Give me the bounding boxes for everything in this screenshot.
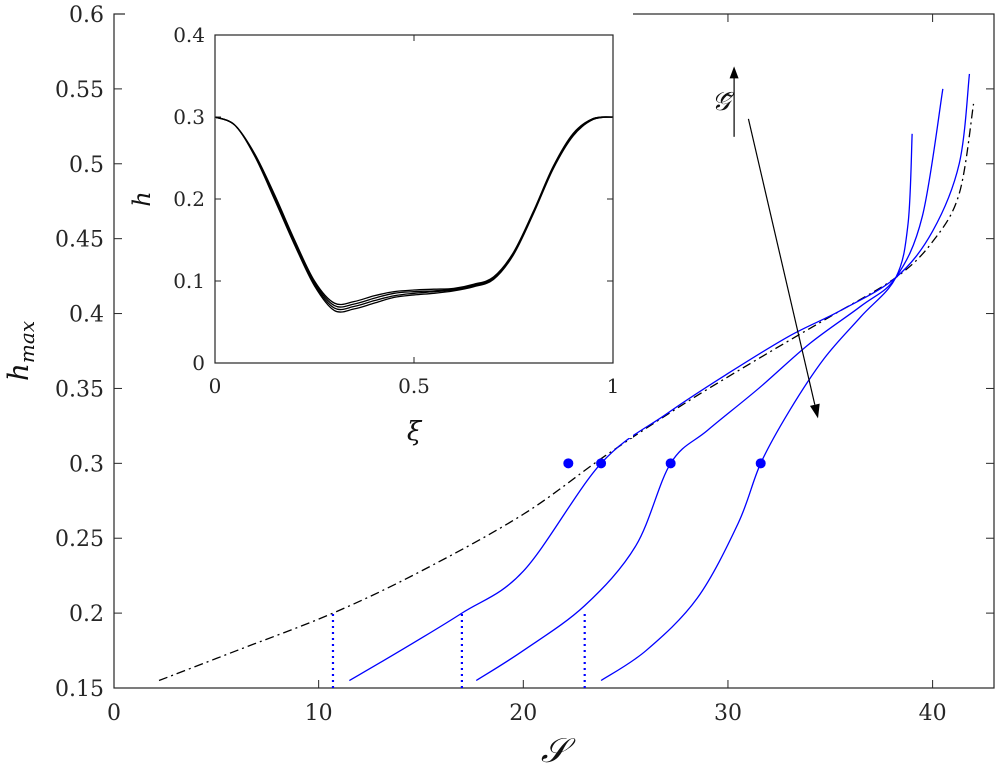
gtilde-arrow-head [809,403,820,419]
main-y-tick-label: 0.3 [69,452,104,477]
main-y-axis-title-base: h [2,363,35,381]
main-y-tick-label: 0.55 [55,78,104,103]
main-y-tick-label: 0.5 [69,153,104,178]
main-y-axis-title-subscript: max [15,321,39,363]
inset-x-axis-ticks: 0 0.5 1 [209,35,620,398]
series-marker-point [596,458,607,469]
inset-x-tick-label: 1 [607,374,620,398]
main-y-tick-label: 0.35 [55,377,104,402]
inset-y-tick-label: 0.2 [173,187,205,211]
series-marker-point [755,458,766,469]
inset-background [125,10,633,438]
inset-y-axis-title: h [128,191,156,206]
main-x-axis-ticks: 0 10 20 30 40 [107,14,947,726]
inset-x-tick-label: 0 [209,374,222,398]
inset-x-axis-title: ξ [407,417,423,447]
inset-x-tick-label: 0.5 [398,374,430,398]
inset-series-line-4 [214,116,614,313]
inset-plot: 0 0.5 1 00.10.20.30.4 ξ h [125,10,633,447]
series-line-3 [600,133,913,682]
series-marker-point [563,458,574,469]
gtilde-arrow-line [747,118,816,405]
main-x-tick-label: 20 [509,701,537,726]
main-y-tick-label: 0.45 [55,228,104,253]
inset-y-tick-label: 0 [192,351,205,375]
gtilde-annotation: 𝒢̃ [712,66,820,419]
main-x-tick-label: 30 [714,701,742,726]
gtilde-label: 𝒢̃ [712,87,735,117]
main-y-tick-label: 0.6 [69,3,104,28]
series-line-dashdot [158,103,975,682]
inset-y-tick-label: 0.1 [173,269,205,293]
series-line-2 [475,88,944,682]
main-markers [563,458,766,469]
main-series [158,73,975,682]
main-x-tick-label: 40 [919,701,947,726]
inset-y-tick-label: 0.4 [173,23,205,47]
main-y-tick-label: 0.4 [69,303,104,328]
main-x-tick-label: 10 [305,701,333,726]
main-x-axis-title: 𝒮 [541,731,576,771]
inset-series [214,116,614,313]
main-dotted-verticals [331,613,586,688]
gtilde-up-arrow-head [729,66,739,79]
inset-plot-frame [214,34,614,364]
main-x-tick-label: 0 [107,701,121,726]
main-plot: 0 10 20 30 40 0.150.20.250.30.350.40.450.50.… [2,3,995,771]
series-line-1 [349,73,971,682]
main-y-axis-ticks: 0.15 0.2 0.25 0.3 0.35 0.4 0.45 0.5 0.55 0.6 [55,3,994,702]
main-y-tick-label: 0.2 [69,602,104,627]
main-y-tick-label: 0.15 [55,677,104,702]
main-y-axis-title: hmax [2,321,39,381]
main-y-tick-label: 0.25 [55,527,104,552]
inset-y-tick-label: 0.3 [173,105,205,129]
series-marker-point [665,458,676,469]
inset-y-axis-ticks: 0 0.1 0.2 0.3 0.4 [173,23,613,375]
